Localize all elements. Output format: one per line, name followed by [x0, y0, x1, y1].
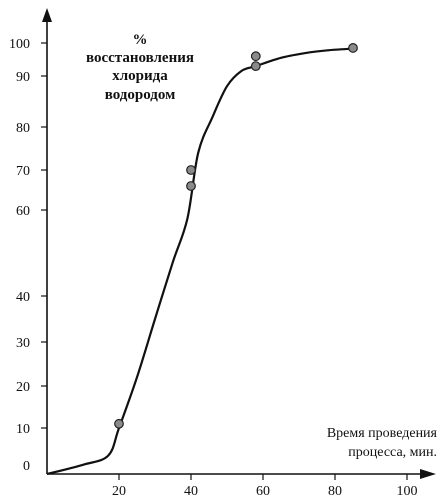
chart-title-line: водородом [105, 87, 176, 103]
y-tick-label-20: 20 [16, 380, 30, 395]
y-tick-label-10: 10 [16, 422, 30, 437]
y-tick-label-100: 100 [9, 37, 30, 52]
y-tick-label-60: 60 [16, 204, 30, 219]
axes [42, 8, 436, 479]
x-axis-label: Время проведения процесса, мин. [327, 426, 438, 460]
chart-title-line: хлорида [112, 68, 168, 84]
data-point-4 [252, 62, 261, 71]
y-tick-label-30: 30 [16, 336, 30, 351]
chart-title: % восстановления хлорида водородом [86, 32, 194, 103]
x-tick-label-80: 80 [328, 484, 342, 499]
x-axis-label-line: Время проведения [327, 426, 438, 441]
x-tick-label-20: 20 [112, 484, 126, 499]
x-tick-label-100: 100 [397, 484, 418, 499]
y-tick-label-90: 90 [16, 70, 30, 85]
data-point-2 [187, 182, 196, 191]
series-line [47, 49, 353, 474]
y-tick-label-70: 70 [16, 164, 30, 179]
y-tick-label-0: 0 [23, 459, 30, 474]
y-tick-label-40: 40 [16, 290, 30, 305]
data-point-1 [187, 166, 196, 175]
chart-title-line: % [133, 32, 148, 48]
x-tick-label-60: 60 [256, 484, 270, 499]
x-axis-arrow [420, 469, 436, 479]
y-axis-arrow [42, 8, 52, 22]
data-point-5 [349, 44, 358, 53]
chart-title-line: восстановления [86, 50, 194, 66]
x-tick-label-40: 40 [184, 484, 198, 499]
tick-marks [41, 43, 407, 480]
x-axis-label-line: процесса, мин. [348, 445, 437, 460]
y-tick-label-80: 80 [16, 121, 30, 136]
data-point-0 [115, 420, 124, 429]
data-point-3 [252, 52, 261, 61]
